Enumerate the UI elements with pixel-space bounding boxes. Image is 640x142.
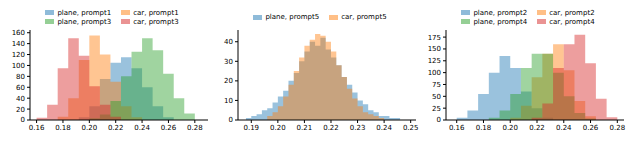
svg-text:40: 40 xyxy=(224,38,233,46)
svg-text:0: 0 xyxy=(229,116,233,124)
svg-text:80: 80 xyxy=(16,73,25,81)
svg-text:75: 75 xyxy=(432,81,441,89)
svg-text:0.23: 0.23 xyxy=(350,124,366,132)
svg-text:0.22: 0.22 xyxy=(529,124,545,132)
svg-text:30: 30 xyxy=(224,58,233,66)
svg-text:100: 100 xyxy=(428,69,441,77)
html-text:car, prompt1: car, prompt1 xyxy=(133,8,179,17)
svg-text:0.24: 0.24 xyxy=(134,124,150,132)
svg-text:0.22: 0.22 xyxy=(108,124,124,132)
html-text:plane, prompt4: plane, prompt4 xyxy=(473,17,528,26)
svg-text:0.18: 0.18 xyxy=(476,124,492,132)
svg-text:0.26: 0.26 xyxy=(583,124,599,132)
svg-text:50: 50 xyxy=(432,93,441,101)
svg-text:60: 60 xyxy=(16,84,25,92)
svg-text:175: 175 xyxy=(428,34,441,42)
html-text:car, prompt3: car, prompt3 xyxy=(133,17,179,26)
svg-text:150: 150 xyxy=(428,45,441,53)
svg-text:40: 40 xyxy=(16,95,25,103)
svg-text:10: 10 xyxy=(224,97,233,105)
html-text:car, prompt5: car, prompt5 xyxy=(341,13,387,21)
svg-text:0.20: 0.20 xyxy=(82,124,98,132)
html-text:car, prompt4: car, prompt4 xyxy=(549,17,595,26)
svg-text:0.22: 0.22 xyxy=(323,124,339,132)
svg-text:0.28: 0.28 xyxy=(610,124,626,132)
svg-text:0.24: 0.24 xyxy=(556,124,572,132)
svg-text:0.19: 0.19 xyxy=(243,124,259,132)
svg-text:0.18: 0.18 xyxy=(55,124,71,132)
svg-text:20: 20 xyxy=(16,106,25,114)
svg-text:100: 100 xyxy=(12,62,25,70)
svg-text:120: 120 xyxy=(12,51,25,59)
svg-text:25: 25 xyxy=(432,105,441,113)
html-text:car, prompt2: car, prompt2 xyxy=(549,8,595,17)
svg-text:140: 140 xyxy=(12,40,25,48)
svg-text:20: 20 xyxy=(224,77,233,85)
html-text:plane, prompt5: plane, prompt5 xyxy=(265,13,320,21)
svg-text:0: 0 xyxy=(437,116,441,124)
svg-text:160: 160 xyxy=(12,29,25,37)
svg-text:0.21: 0.21 xyxy=(297,124,313,132)
svg-text:0.16: 0.16 xyxy=(29,124,45,132)
svg-text:125: 125 xyxy=(428,57,441,65)
svg-text:0.24: 0.24 xyxy=(376,124,392,132)
svg-text:0.28: 0.28 xyxy=(187,124,203,132)
svg-text:0: 0 xyxy=(21,116,25,124)
html-text:plane, prompt1: plane, prompt1 xyxy=(57,8,112,17)
svg-text:0.20: 0.20 xyxy=(502,124,518,132)
svg-text:0.16: 0.16 xyxy=(449,124,465,132)
html-text:plane, prompt3: plane, prompt3 xyxy=(57,17,112,26)
svg-text:0.20: 0.20 xyxy=(270,124,286,132)
html-text:plane, prompt2: plane, prompt2 xyxy=(473,8,528,17)
svg-text:0.26: 0.26 xyxy=(161,124,177,132)
svg-text:0.25: 0.25 xyxy=(403,124,419,132)
